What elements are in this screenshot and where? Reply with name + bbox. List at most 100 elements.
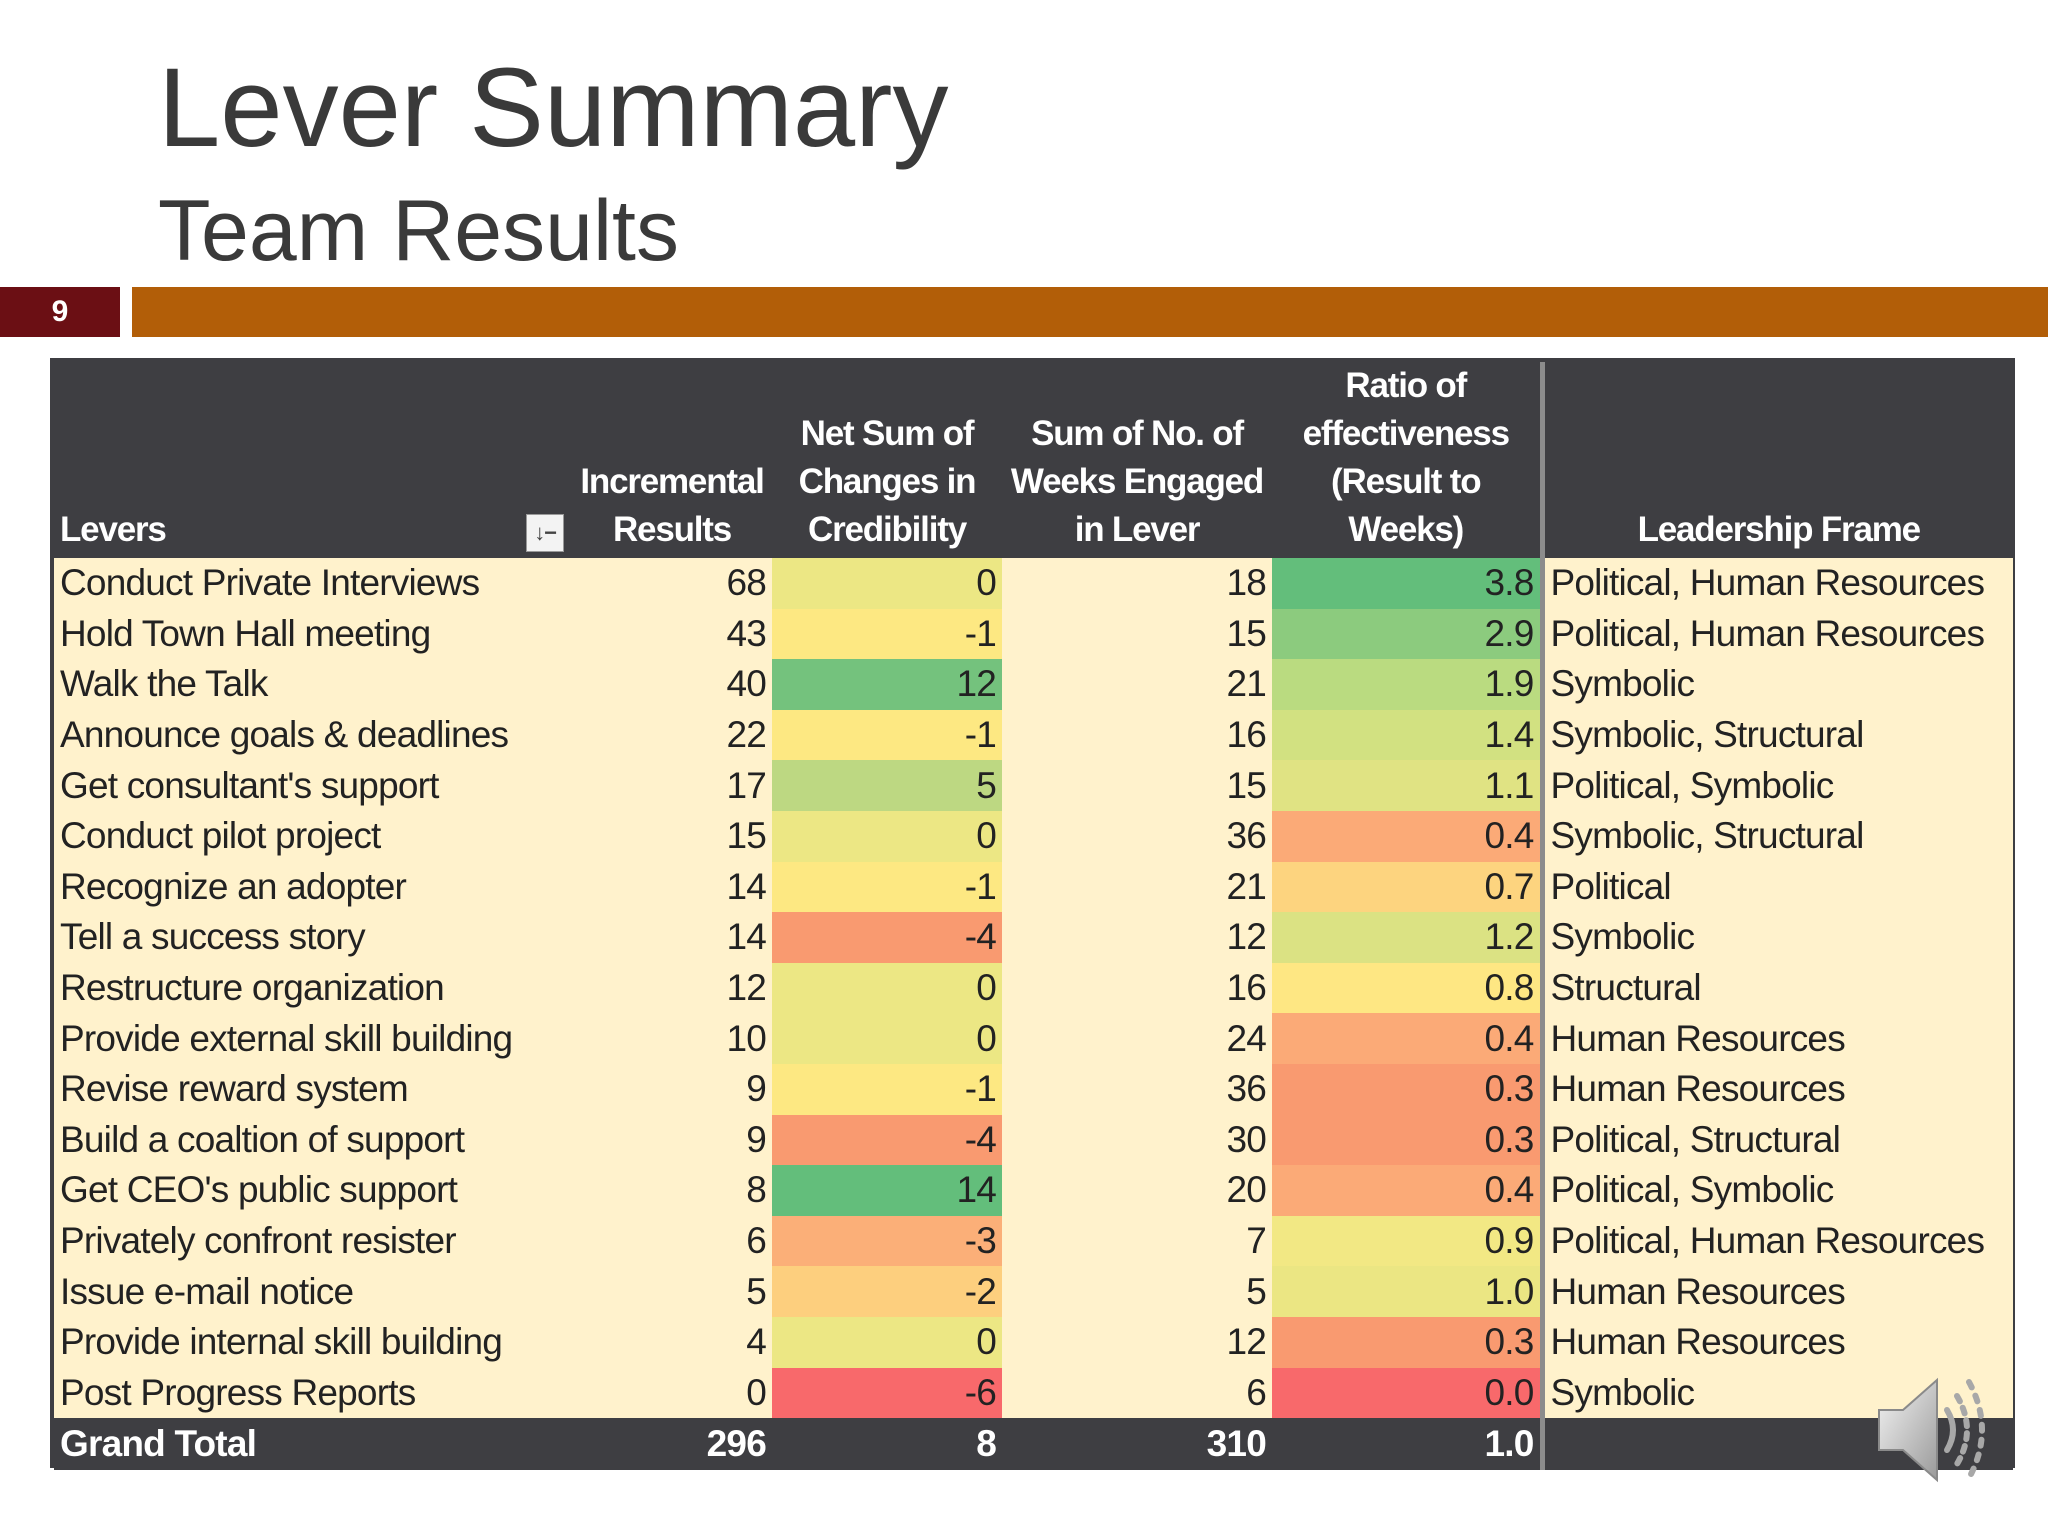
ratio-cell: 0.4 (1272, 1013, 1542, 1064)
header-leadership-frame: Leadership Frame (1539, 362, 2013, 558)
weeks-cell: 36 (1002, 1063, 1272, 1115)
ratio-cell: 1.2 (1272, 912, 1542, 963)
leadership-frame-cell: Political, Structural (1539, 1114, 2013, 1166)
credibility-cell: -1 (772, 709, 1002, 761)
lever-name: Restructure organization (54, 962, 572, 1014)
credibility-cell: -1 (772, 608, 1002, 660)
weeks-cell: 36 (1002, 810, 1272, 862)
credibility-cell: -4 (772, 912, 1002, 963)
ratio-cell: 0.0 (1272, 1367, 1542, 1419)
grand-total-ratio: 1.0 (1272, 1418, 1542, 1471)
table-row: Walk the Talk 40 12 21 1.9 Symbolic (54, 659, 2013, 710)
ratio-cell: 1.1 (1272, 760, 1542, 811)
credibility-cell: -6 (772, 1367, 1002, 1419)
weeks-cell: 6 (1002, 1367, 1272, 1419)
slide-subtitle: Team Results (158, 183, 679, 279)
ratio-cell: 3.8 (1272, 558, 1542, 609)
ratio-cell: 1.9 (1272, 659, 1542, 710)
weeks-cell: 12 (1002, 912, 1272, 963)
weeks-cell: 21 (1002, 659, 1272, 710)
credibility-cell: 0 (772, 558, 1002, 609)
ratio-cell: 0.7 (1272, 861, 1542, 913)
lever-name: Provide internal skill building (54, 1316, 572, 1368)
credibility-cell: -1 (772, 861, 1002, 913)
ratio-cell: 0.3 (1272, 1316, 1542, 1368)
lever-name: Conduct Private Interviews (54, 558, 572, 609)
header-ratio: Ratio of effectiveness (Result to Weeks) (1272, 362, 1542, 558)
table-row: Recognize an adopter 14 -1 21 0.7 Political (54, 861, 2013, 913)
credibility-cell: 5 (772, 760, 1002, 811)
sort-filter-icon[interactable]: ↓− (526, 514, 564, 552)
weeks-cell: 7 (1002, 1215, 1272, 1267)
credibility-cell: 12 (772, 659, 1002, 710)
weeks-cell: 30 (1002, 1114, 1272, 1166)
leadership-frame-cell: Symbolic (1539, 659, 2013, 710)
leadership-frame-cell: Human Resources (1539, 1266, 2013, 1317)
credibility-cell: -3 (772, 1215, 1002, 1267)
header-line: effectiveness (1302, 414, 1510, 453)
lever-name: Provide external skill building (54, 1013, 572, 1064)
ratio-cell: 1.0 (1272, 1266, 1542, 1317)
header-levers: Levers ↓− (54, 362, 572, 558)
credibility-cell: 0 (772, 1013, 1002, 1064)
weeks-cell: 18 (1002, 558, 1272, 609)
incremental-results-cell: 17 (572, 760, 772, 811)
weeks-cell: 16 (1002, 962, 1272, 1014)
table-row: Conduct Private Interviews 68 0 18 3.8 Politi… (54, 558, 2013, 609)
leadership-frame-cell: Political, Symbolic (1539, 1165, 2013, 1216)
incremental-results-cell: 4 (572, 1316, 772, 1368)
credibility-cell: 0 (772, 962, 1002, 1014)
leadership-frame-cell: Structural (1539, 962, 2013, 1014)
incremental-results-cell: 9 (572, 1063, 772, 1115)
leadership-frame-cell: Political, Human Resources (1539, 558, 2013, 609)
lever-name: Get consultant's support (54, 760, 572, 811)
header-weeks: Sum of No. of Weeks Engaged in Lever (1002, 362, 1272, 558)
credibility-cell: 14 (772, 1165, 1002, 1216)
header-line: Incremental (580, 462, 764, 501)
header-incremental-results: Incremental Results (572, 362, 772, 558)
ratio-cell: 0.4 (1272, 1165, 1542, 1216)
lever-name: Tell a success story (54, 912, 572, 963)
incremental-results-cell: 68 (572, 558, 772, 609)
slide-number: 9 (0, 287, 120, 337)
lever-name: Recognize an adopter (54, 861, 572, 913)
leadership-frame-cell: Human Resources (1539, 1316, 2013, 1368)
table-row: Privately confront resister 6 -3 7 0.9 Politi… (54, 1215, 2013, 1267)
header-line: Net Sum of (800, 414, 975, 453)
header-line: in Lever (1074, 510, 1201, 549)
credibility-cell: -2 (772, 1266, 1002, 1317)
ratio-cell: 0.4 (1272, 810, 1542, 862)
ratio-cell: 0.3 (1272, 1114, 1542, 1166)
lever-name: Get CEO's public support (54, 1165, 572, 1216)
lever-name: Post Progress Reports (54, 1367, 572, 1419)
slide-title: Lever Summary (158, 45, 949, 170)
lever-name: Privately confront resister (54, 1215, 572, 1267)
leadership-frame-cell: Symbolic, Structural (1539, 810, 2013, 862)
table-row: Build a coaltion of support 9 -4 30 0.3 Polit… (54, 1114, 2013, 1166)
grand-total-row: Grand Total 296 8 310 1.0 (54, 1418, 2013, 1471)
ratio-cell: 2.9 (1272, 608, 1542, 660)
header-line: Credibility (808, 510, 967, 549)
header-levers-label: Levers (60, 510, 167, 549)
incremental-results-cell: 10 (572, 1013, 772, 1064)
grand-total-credibility: 8 (772, 1418, 1002, 1471)
table-row: Restructure organization 12 0 16 0.8 Structur… (54, 962, 2013, 1014)
table-row: Conduct pilot project 15 0 36 0.4 Symbolic, S… (54, 810, 2013, 862)
speaker-icon[interactable] (1875, 1370, 1995, 1490)
weeks-cell: 15 (1002, 608, 1272, 660)
incremental-results-cell: 40 (572, 659, 772, 710)
table-row: Get CEO's public support 8 14 20 0.4 Politica… (54, 1165, 2013, 1216)
weeks-cell: 24 (1002, 1013, 1272, 1064)
leadership-frame-cell: Political, Symbolic (1539, 760, 2013, 811)
lever-summary-table: Levers ↓− Incremental Results Net Sum of… (50, 358, 2015, 1471)
ratio-cell: 0.8 (1272, 962, 1542, 1014)
weeks-cell: 16 (1002, 709, 1272, 761)
leadership-frame-cell: Symbolic (1539, 912, 2013, 963)
leadership-frame-cell: Political, Human Resources (1539, 608, 2013, 660)
header-line: Weeks Engaged (1010, 462, 1264, 501)
lever-name: Issue e-mail notice (54, 1266, 572, 1317)
leadership-frame-cell: Human Resources (1539, 1063, 2013, 1115)
lever-name: Build a coaltion of support (54, 1114, 572, 1166)
table-row: Issue e-mail notice 5 -2 5 1.0 Human Resource… (54, 1266, 2013, 1317)
header-line: Sum of No. of (1031, 414, 1244, 453)
